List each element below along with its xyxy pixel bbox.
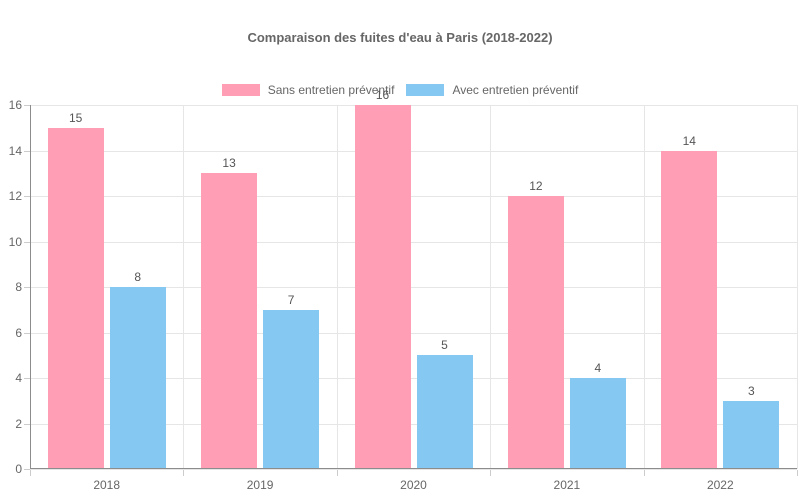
y-tick-mark [24, 287, 30, 288]
gridline-vertical [183, 105, 185, 469]
y-tick-mark [24, 423, 30, 425]
x-tick-label-2021: 2021 [553, 478, 581, 492]
bar-avec-2019[interactable] [263, 309, 320, 469]
bar-sans-2019[interactable] [201, 173, 258, 469]
gridline-vertical [797, 105, 798, 469]
y-tick-mark [24, 105, 30, 106]
gridline-horizontal [30, 150, 797, 152]
x-tick-mark [643, 470, 645, 476]
legend-item-sans-entretien[interactable]: Sans entretien préventif [221, 83, 395, 97]
gridline-horizontal [30, 332, 797, 334]
bar-value-label: 3 [747, 383, 755, 398]
gridline-horizontal [30, 287, 797, 288]
bar-sans-2018[interactable] [47, 127, 104, 469]
bar-value-label: 14 [682, 133, 696, 148]
x-tick-label-2019: 2019 [246, 478, 274, 492]
y-tick-mark [24, 241, 30, 243]
bar-value-label: 15 [69, 110, 83, 125]
y-tick-mark [24, 378, 30, 379]
x-axis-line [30, 468, 797, 469]
legend-swatch-sans-entretien [221, 84, 260, 96]
y-tick-label-4: 4 [15, 371, 22, 385]
bar-sans-2021[interactable] [507, 196, 564, 469]
y-tick-label-10: 10 [8, 234, 22, 249]
bar-value-label: 12 [529, 179, 543, 193]
gridline-vertical [336, 105, 338, 469]
y-tick-label-12: 12 [8, 189, 22, 203]
bar-value-label: 13 [222, 156, 236, 171]
x-tick-mark [797, 470, 798, 476]
bar-avec-2021[interactable] [569, 378, 626, 469]
x-tick-mark [183, 470, 185, 476]
y-tick-mark [24, 469, 30, 470]
bar-avec-2020[interactable] [416, 355, 473, 469]
x-tick-label-2018: 2018 [93, 478, 121, 492]
gridline-horizontal [30, 105, 797, 106]
x-tick-label-2020: 2020 [400, 478, 427, 492]
y-tick-label-14: 14 [8, 143, 22, 158]
y-tick-mark [24, 196, 30, 197]
bar-sans-2022[interactable] [661, 150, 718, 469]
gridline-horizontal [30, 423, 797, 425]
legend-label-sans-entretien: Sans entretien préventif [267, 83, 395, 97]
bar-value-label: 8 [134, 270, 142, 284]
y-tick-mark [24, 150, 30, 152]
plot-area: 15 8 13 7 16 5 12 4 14 3 [30, 88, 798, 470]
x-tick-mark [490, 470, 492, 476]
bar-value-label: 4 [594, 361, 602, 375]
gridline-vertical [490, 105, 492, 469]
legend: Sans entretien préventif Avec entretien … [0, 83, 800, 97]
y-tick-label-6: 6 [15, 325, 22, 340]
legend-label-avec-entretien: Avec entretien préventif [452, 83, 579, 97]
legend-item-avec-entretien[interactable]: Avec entretien préventif [406, 83, 578, 97]
bar-avec-2018[interactable] [109, 287, 166, 469]
x-tick-mark [336, 470, 338, 476]
y-tick-label-0: 0 [15, 462, 22, 476]
y-tick-label-2: 2 [15, 416, 22, 431]
bar-avec-2022[interactable] [723, 400, 780, 469]
y-tick-mark [24, 332, 30, 334]
bar-sans-2020[interactable] [354, 105, 411, 469]
gridline-horizontal [30, 378, 797, 379]
y-tick-label-16: 16 [8, 98, 22, 112]
x-tick-mark [30, 470, 31, 476]
y-tick-label-8: 8 [15, 280, 22, 294]
legend-swatch-avec-entretien [406, 84, 445, 96]
y-axis-line [30, 105, 31, 469]
gridline-horizontal [30, 469, 797, 470]
bar-value-label: 16 [375, 88, 390, 102]
gridline-horizontal [30, 196, 797, 197]
gridline-vertical [643, 105, 645, 469]
x-tick-label-2022: 2022 [706, 478, 734, 492]
bar-value-label: 7 [287, 292, 295, 307]
bar-value-label: 5 [441, 338, 448, 353]
chart-title: Comparaison des fuites d'eau à Paris (20… [247, 30, 553, 45]
gridline-horizontal [30, 241, 797, 243]
